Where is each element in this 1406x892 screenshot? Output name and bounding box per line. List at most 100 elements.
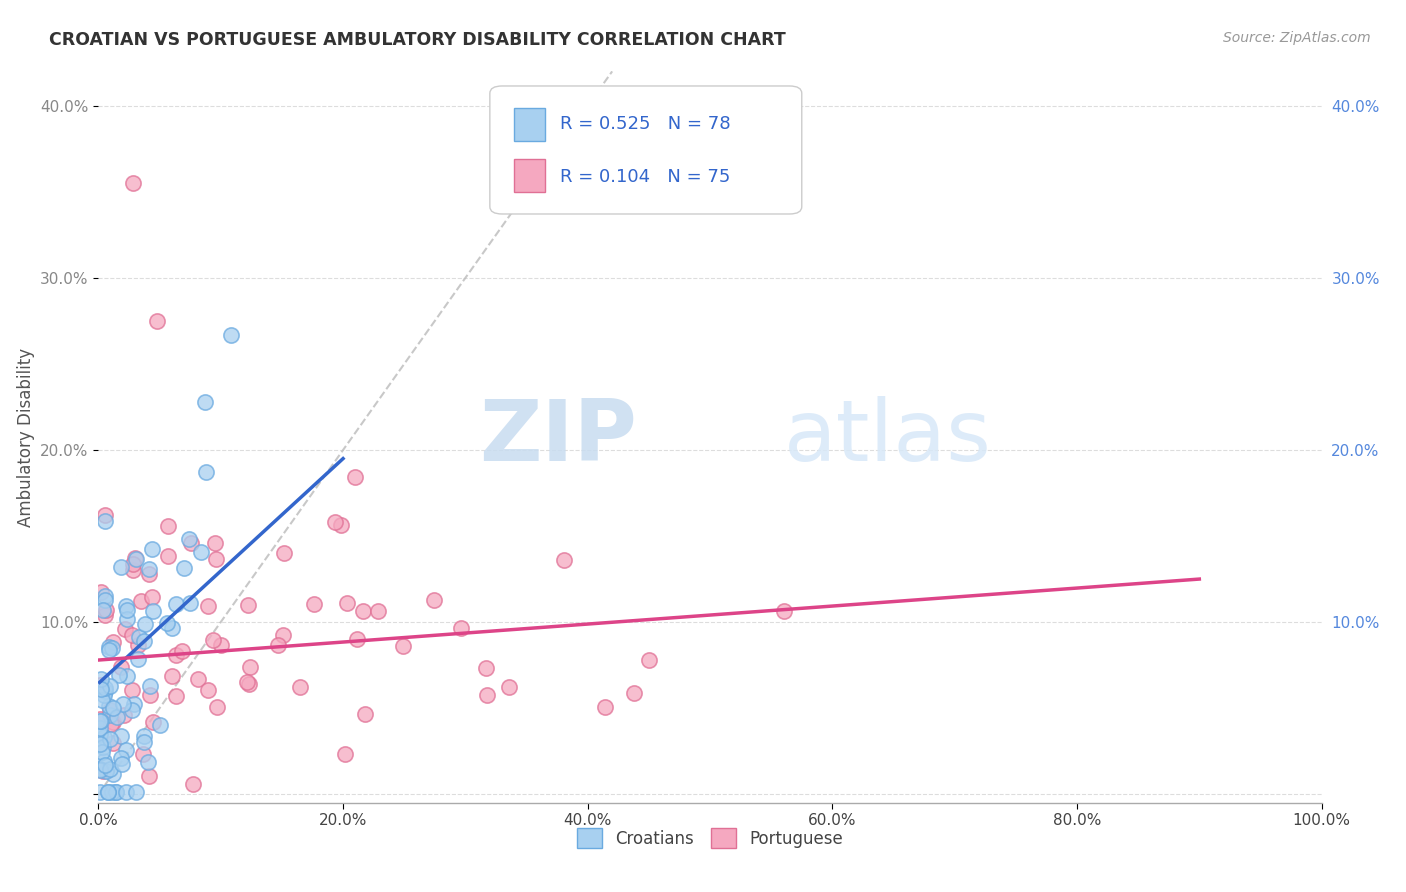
Text: ZIP: ZIP bbox=[479, 395, 637, 479]
Point bbox=[124, 551, 146, 566]
Text: CROATIAN VS PORTUGUESE AMBULATORY DISABILITY CORRELATION CHART: CROATIAN VS PORTUGUESE AMBULATORY DISABI… bbox=[49, 31, 786, 49]
Point bbox=[190, 545, 212, 559]
Point bbox=[115, 599, 138, 613]
Point bbox=[121, 702, 143, 716]
Point bbox=[197, 682, 219, 697]
Point bbox=[94, 603, 117, 617]
Point bbox=[165, 648, 187, 662]
Point bbox=[162, 669, 184, 683]
Point bbox=[111, 757, 134, 772]
Point bbox=[94, 764, 117, 778]
Point bbox=[194, 394, 217, 409]
Point bbox=[333, 747, 356, 762]
Point bbox=[91, 693, 114, 707]
Point bbox=[273, 545, 295, 559]
Point bbox=[89, 727, 111, 741]
Point bbox=[122, 557, 145, 571]
Point bbox=[367, 604, 389, 618]
Point bbox=[183, 777, 205, 791]
Point bbox=[238, 598, 260, 612]
Text: Source: ZipAtlas.com: Source: ZipAtlas.com bbox=[1223, 31, 1371, 45]
Point bbox=[100, 680, 122, 694]
Point bbox=[89, 721, 111, 735]
Point bbox=[111, 697, 134, 711]
Point bbox=[637, 653, 659, 667]
Point bbox=[105, 785, 128, 799]
Point bbox=[91, 603, 114, 617]
Point bbox=[593, 699, 616, 714]
Point bbox=[91, 764, 114, 778]
Point bbox=[180, 536, 202, 550]
Point bbox=[141, 542, 163, 557]
Point bbox=[205, 700, 228, 714]
Point bbox=[90, 745, 112, 759]
Point bbox=[89, 763, 111, 777]
Point bbox=[97, 643, 120, 657]
Point bbox=[122, 563, 145, 577]
Point bbox=[121, 176, 143, 190]
Point bbox=[122, 697, 145, 711]
Point bbox=[101, 714, 124, 729]
Point bbox=[498, 681, 520, 695]
Point bbox=[156, 549, 179, 563]
Point bbox=[98, 732, 121, 747]
Point bbox=[93, 684, 115, 698]
Point bbox=[128, 630, 150, 644]
Point bbox=[108, 668, 131, 682]
Point bbox=[141, 590, 163, 604]
Point bbox=[93, 730, 115, 744]
Point bbox=[90, 714, 112, 728]
Point bbox=[165, 597, 187, 611]
Point bbox=[94, 514, 117, 528]
Point bbox=[209, 638, 232, 652]
Point bbox=[236, 675, 259, 690]
Point bbox=[343, 470, 366, 484]
Point bbox=[100, 717, 122, 731]
Point bbox=[101, 785, 124, 799]
Point bbox=[127, 638, 149, 652]
Point bbox=[97, 785, 120, 799]
Point bbox=[423, 593, 446, 607]
Point bbox=[90, 673, 112, 687]
Point bbox=[101, 635, 124, 649]
Point bbox=[204, 536, 226, 550]
Point bbox=[125, 785, 148, 799]
Point bbox=[202, 633, 225, 648]
Point bbox=[89, 678, 111, 692]
FancyBboxPatch shape bbox=[515, 108, 546, 141]
Point bbox=[103, 736, 125, 750]
Point bbox=[110, 729, 132, 743]
Point bbox=[129, 594, 152, 608]
Point bbox=[132, 729, 155, 743]
FancyBboxPatch shape bbox=[515, 159, 546, 192]
Point bbox=[89, 714, 111, 728]
Point bbox=[104, 785, 127, 799]
Point bbox=[103, 701, 125, 715]
Point bbox=[90, 681, 112, 696]
Point bbox=[89, 712, 111, 726]
Point bbox=[101, 640, 124, 655]
Point bbox=[354, 707, 377, 722]
Point bbox=[125, 552, 148, 566]
Point bbox=[773, 604, 796, 618]
Point bbox=[115, 612, 138, 626]
Point bbox=[89, 762, 111, 776]
FancyBboxPatch shape bbox=[489, 86, 801, 214]
Point bbox=[121, 682, 143, 697]
Point bbox=[336, 596, 359, 610]
Point bbox=[187, 672, 209, 686]
Point bbox=[93, 754, 115, 768]
Point bbox=[179, 532, 201, 546]
Point bbox=[93, 688, 115, 702]
Point bbox=[90, 585, 112, 599]
Point bbox=[114, 622, 136, 636]
Point bbox=[97, 640, 120, 654]
Point bbox=[267, 638, 290, 652]
Point bbox=[115, 602, 138, 616]
Point bbox=[139, 688, 162, 702]
Point bbox=[323, 515, 346, 529]
Point bbox=[115, 785, 138, 799]
Point bbox=[450, 621, 472, 635]
Point bbox=[132, 734, 155, 748]
Point bbox=[179, 596, 201, 610]
